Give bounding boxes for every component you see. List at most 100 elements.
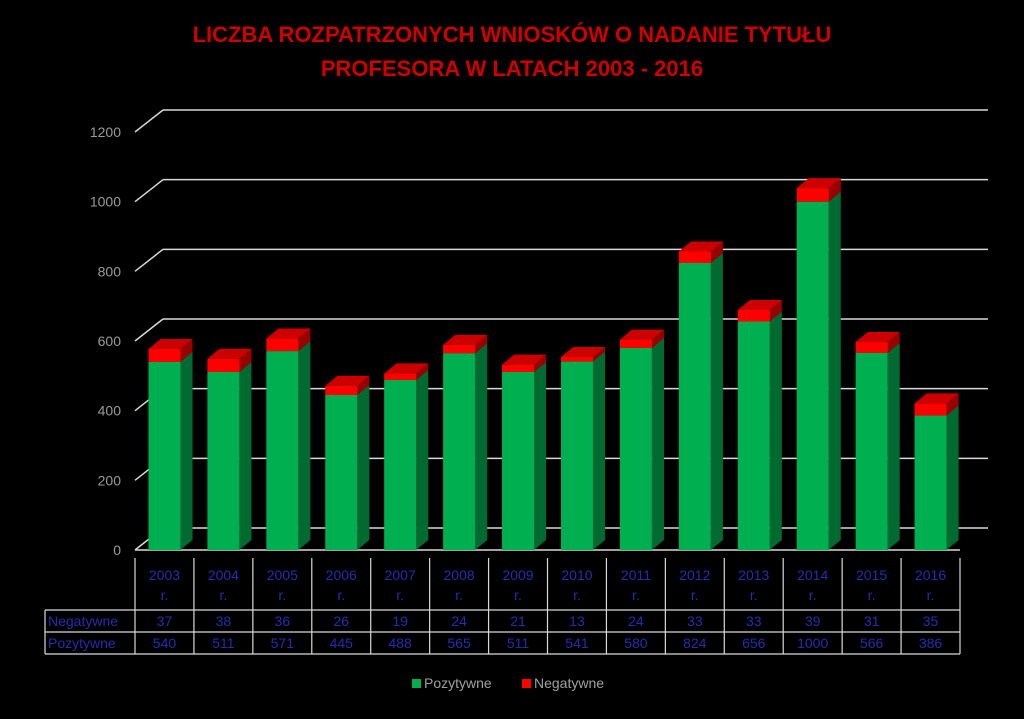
bar-pozytywne: [443, 353, 476, 550]
grid-diagonal-1000: [134, 179, 164, 203]
bar-side-pozytywne: [828, 191, 841, 550]
bar-top-negatywne: [796, 178, 841, 189]
table-cell: 24: [628, 613, 644, 629]
category-label: 2006: [326, 567, 357, 583]
bar-top-negatywne: [325, 375, 370, 386]
bar-pozytywne: [325, 394, 358, 550]
legend-label-pozytywne: Pozytywne: [424, 675, 492, 691]
table-cell: 1000: [797, 635, 828, 651]
category-label: r.: [220, 587, 228, 603]
bar-side-negatywne: [828, 178, 841, 202]
table-cell: 386: [919, 635, 943, 651]
bar-pozytywne: [737, 321, 770, 550]
bar-side-negatywne: [534, 354, 547, 373]
category-label: 2011: [621, 567, 651, 583]
bar-pozytywne: [207, 372, 240, 550]
bar-negatywne: [207, 358, 240, 373]
category-label: 2010: [561, 567, 592, 583]
bar-pozytywne: [266, 351, 299, 550]
table-cell: 540: [153, 635, 177, 651]
bar-side-pozytywne: [239, 362, 252, 550]
table-cell: 445: [330, 635, 354, 651]
grid-diagonal-600: [134, 318, 164, 342]
y-tick-label: 1000: [90, 194, 121, 210]
category-label: 2014: [797, 567, 828, 583]
bar-top-negatywne: [914, 393, 959, 404]
bar-side-pozytywne: [710, 252, 723, 550]
bar-top-negatywne: [678, 241, 723, 252]
table-cell: 488: [388, 635, 412, 651]
bar-top-negatywne: [207, 348, 252, 359]
category-label: r.: [161, 587, 169, 603]
bar-side-pozytywne: [887, 342, 900, 550]
bar-side-negatywne: [416, 363, 429, 381]
category-label: 2004: [208, 567, 239, 583]
bar-pozytywne: [560, 361, 593, 550]
category-label: r.: [455, 587, 463, 603]
bar-negatywne: [502, 364, 535, 373]
bar-side-negatywne: [946, 393, 959, 416]
table-cell: 656: [742, 635, 766, 651]
category-label: 2012: [679, 567, 710, 583]
y-tick-label: 400: [98, 403, 122, 419]
bar-side-negatywne: [180, 339, 193, 362]
category-label: 2016: [915, 567, 946, 583]
bar-top-negatywne: [560, 347, 606, 358]
table-cell: 566: [860, 635, 884, 651]
category-label: r.: [750, 587, 758, 603]
bar-top-negatywne: [443, 334, 488, 345]
table-cell: 19: [392, 613, 408, 629]
table-cell: 580: [624, 635, 648, 651]
bar-side-negatywne: [357, 375, 370, 395]
y-tick-label: 600: [98, 333, 122, 349]
bar-negatywne: [384, 373, 417, 381]
table-cell: 33: [746, 613, 762, 629]
category-label: 2009: [502, 567, 533, 583]
bar-side-pozytywne: [769, 311, 782, 550]
table-row-label: Pozytywne: [48, 635, 116, 651]
bar-negatywne: [914, 403, 947, 416]
bar-side-pozytywne: [357, 384, 370, 550]
bar-top-negatywne: [148, 339, 193, 350]
chart-title-line-1: LICZBA ROZPATRZONYCH WNIOSKÓW O NADANIE …: [192, 22, 832, 47]
bar-side-negatywne: [769, 299, 782, 322]
table-cell: 541: [565, 635, 589, 651]
bar-pozytywne: [148, 361, 181, 550]
table-cell: 571: [271, 635, 295, 651]
chart-title: LICZBA ROZPATRZONYCH WNIOSKÓW O NADANIE …: [0, 18, 1024, 86]
bar-negatywne: [678, 251, 711, 263]
category-label: r.: [573, 587, 581, 603]
category-label: 2005: [267, 567, 298, 583]
y-tick-label: 200: [98, 472, 122, 488]
category-label: r.: [868, 587, 876, 603]
bar-negatywne: [560, 357, 593, 362]
category-label: 2013: [738, 567, 769, 583]
category-label: 2007: [385, 567, 416, 583]
bar-negatywne: [266, 338, 299, 352]
category-label: 2003: [149, 567, 180, 583]
bar-negatywne: [148, 349, 181, 362]
legend-swatch-pozytywne: [412, 679, 421, 688]
bar-top-negatywne: [619, 329, 664, 340]
bar-top-negatywne: [502, 354, 547, 365]
legend-swatch-negatywne: [522, 679, 531, 688]
table-cell: 13: [569, 613, 585, 629]
category-label: r.: [514, 587, 522, 603]
bar-side-negatywne: [592, 347, 606, 362]
bar-pozytywne: [855, 352, 888, 550]
chart-title-line-2: PROFESORA W LATACH 2003 - 2016: [320, 56, 704, 81]
grid-diagonal-800: [134, 248, 164, 272]
table-cell: 35: [923, 613, 939, 629]
category-label: r.: [337, 587, 345, 603]
table-cell: 21: [510, 613, 526, 629]
y-tick-label: 800: [98, 263, 122, 279]
bar-negatywne: [737, 309, 770, 322]
category-label: 2008: [444, 567, 475, 583]
bar-side-negatywne: [239, 348, 252, 373]
bar-top-negatywne: [855, 332, 900, 343]
bar-side-pozytywne: [946, 405, 959, 550]
table-cell: 511: [507, 635, 530, 651]
bar-pozytywne: [678, 262, 711, 550]
category-label: r.: [691, 587, 699, 603]
